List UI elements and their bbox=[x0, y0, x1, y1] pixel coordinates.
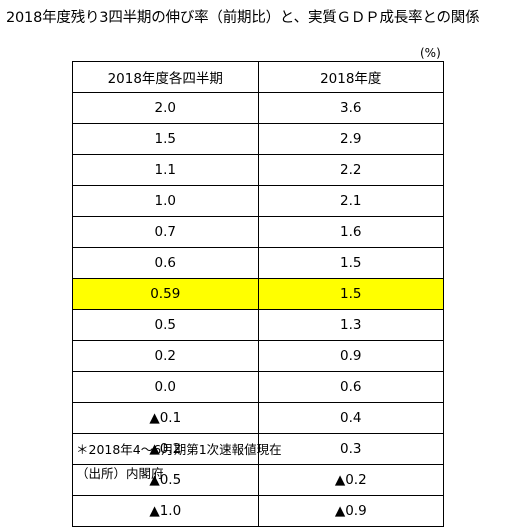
quarterly-rate-cell: 1.0 bbox=[72, 185, 259, 217]
quarterly-rate-cell: ▲0.5 bbox=[72, 464, 259, 496]
quarterly-rate-cell: ▲0.2 bbox=[72, 433, 259, 465]
quarterly-rate-cell: 1.5 bbox=[72, 123, 259, 155]
highlighted-table-row: 0.59 1.5 bbox=[72, 278, 444, 310]
table-row: 1.1 2.2 bbox=[72, 154, 444, 186]
annual-rate-cell: 2.9 bbox=[257, 123, 444, 155]
table-header-row: 2018年度各四半期 2018年度 bbox=[72, 61, 444, 93]
annual-rate-cell: ▲0.2 bbox=[257, 464, 444, 496]
page-title: 2018年度残り3四半期の伸び率（前期比）と、実質ＧＤＰ成長率との関係 bbox=[6, 10, 480, 26]
column-header-annual: 2018年度 bbox=[257, 61, 444, 93]
annual-rate-cell: 2.1 bbox=[257, 185, 444, 217]
quarterly-rate-cell: 0.5 bbox=[72, 309, 259, 341]
table-row: 0.0 0.6 bbox=[72, 371, 444, 403]
annual-rate-cell: 2.2 bbox=[257, 154, 444, 186]
quarterly-rate-cell: 0.2 bbox=[72, 340, 259, 372]
annual-rate-cell: 0.3 bbox=[257, 433, 444, 465]
annual-rate-cell: 0.4 bbox=[257, 402, 444, 434]
table-row: 1.0 2.1 bbox=[72, 185, 444, 217]
table-row: 0.5 1.3 bbox=[72, 309, 444, 341]
table-row: 2.0 3.6 bbox=[72, 92, 444, 124]
annual-rate-cell: 1.3 bbox=[257, 309, 444, 341]
annual-rate-cell: 1.5 bbox=[257, 247, 444, 279]
quarterly-rate-cell: ▲1.0 bbox=[72, 495, 259, 527]
annual-rate-cell: ▲0.9 bbox=[257, 495, 444, 527]
quarterly-rate-cell: 0.59 bbox=[72, 278, 259, 310]
table-row: ▲0.2 0.3 bbox=[72, 433, 444, 465]
annual-rate-cell: 3.6 bbox=[257, 92, 444, 124]
annual-rate-cell: 0.6 bbox=[257, 371, 444, 403]
quarterly-rate-cell: ▲0.1 bbox=[72, 402, 259, 434]
table-row: 0.6 1.5 bbox=[72, 247, 444, 279]
table-row: 0.7 1.6 bbox=[72, 216, 444, 248]
footnote: ＊2018年4～6月期第1次速報値現在 bbox=[76, 442, 282, 457]
quarterly-rate-cell: 0.7 bbox=[72, 216, 259, 248]
quarterly-rate-cell: 2.0 bbox=[72, 92, 259, 124]
source-note: （出所）内閣府 bbox=[76, 466, 164, 481]
table-row: ▲0.1 0.4 bbox=[72, 402, 444, 434]
annual-rate-cell: 0.9 bbox=[257, 340, 444, 372]
annual-rate-cell: 1.5 bbox=[257, 278, 444, 310]
column-header-quarterly: 2018年度各四半期 bbox=[72, 61, 259, 93]
quarterly-rate-cell: 0.6 bbox=[72, 247, 259, 279]
table-row: 0.2 0.9 bbox=[72, 340, 444, 372]
table-row: 1.5 2.9 bbox=[72, 123, 444, 155]
annual-rate-cell: 1.6 bbox=[257, 216, 444, 248]
unit-label: (%) bbox=[420, 46, 441, 60]
table-row: ▲0.5 ▲0.2 bbox=[72, 464, 444, 496]
table-row: ▲1.0 ▲0.9 bbox=[72, 495, 444, 527]
quarterly-rate-cell: 1.1 bbox=[72, 154, 259, 186]
quarterly-rate-cell: 0.0 bbox=[72, 371, 259, 403]
